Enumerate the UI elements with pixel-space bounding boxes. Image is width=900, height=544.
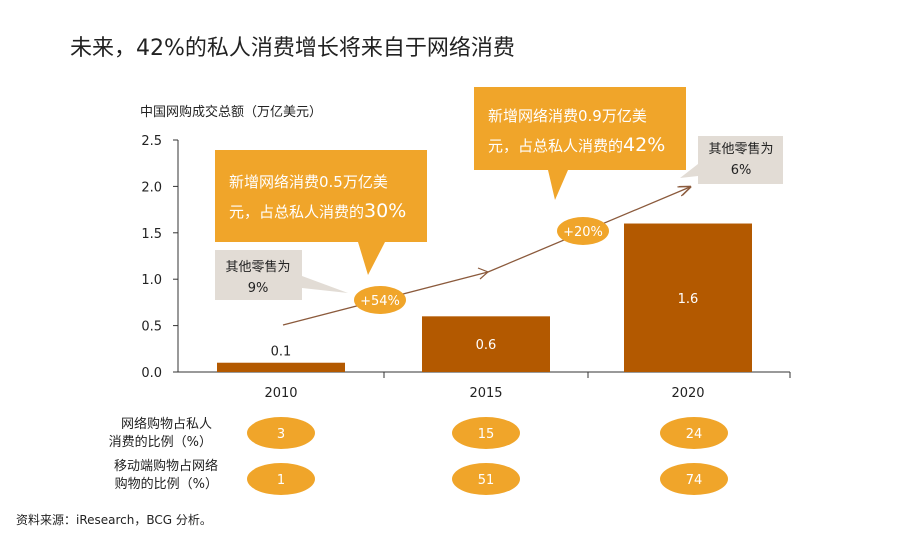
svg-text:消费的比例（%）: 消费的比例（%） <box>109 434 212 450</box>
row-value-label: 15 <box>478 427 495 442</box>
row-value-oval <box>452 463 520 495</box>
row-value-oval <box>247 417 315 449</box>
callout-other-2015: 其他零售为 9% <box>215 250 348 300</box>
x-tick-label: 2020 <box>671 386 704 401</box>
callout-online-2020-line2: 元，占总私人消费的42% <box>488 134 665 156</box>
bar-value-labels: 0.1 0.6 1.6 <box>271 292 699 360</box>
callout-online-2020-line1: 新增网络消费0.9万亿美 <box>488 107 647 125</box>
bars <box>217 223 752 372</box>
trend-arrow-mid-head <box>477 267 490 280</box>
page-title: 未来，42%的私人消费增长将来自于网络消费 <box>70 36 515 61</box>
y-tick-label: 0.5 <box>141 320 162 335</box>
svg-text:网络购物占私人: 网络购物占私人 <box>121 416 212 432</box>
y-ticks: 0.0 0.5 1.0 1.5 2.0 2.5 <box>141 134 178 381</box>
row-value-oval <box>660 417 728 449</box>
row-value-label: 74 <box>686 473 703 488</box>
y-tick-label: 0.0 <box>141 366 162 381</box>
bar-2010 <box>217 362 345 372</box>
callout-other-2015-line2: 9% <box>248 281 269 296</box>
bar-value-label: 0.1 <box>271 345 292 360</box>
growth-label-1: +54% <box>360 294 400 309</box>
y-tick-label: 2.0 <box>141 180 162 195</box>
row-label-mobile-share: 移动端购物占网络 购物的比例（%） <box>114 458 218 492</box>
y-tick-label: 2.5 <box>141 134 162 149</box>
row-value-label: 51 <box>478 473 495 488</box>
row-value-oval <box>452 417 520 449</box>
growth-label-2: +20% <box>563 225 603 240</box>
y-tick-label: 1.0 <box>141 273 162 288</box>
bar-2015 <box>422 316 550 372</box>
x-tick-label: 2010 <box>264 386 297 401</box>
row-value-label: 24 <box>686 427 703 442</box>
callout-other-2020-line2: 6% <box>731 163 752 178</box>
growth-oval-2: +20% <box>557 217 609 245</box>
callout-online-2015: 新增网络消费0.5万亿美 元，占总私人消费的30% <box>215 150 427 275</box>
callout-online-2015-line1: 新增网络消费0.5万亿美 <box>229 173 388 191</box>
callout-online-2020: 新增网络消费0.9万亿美 元，占总私人消费的42% <box>474 87 686 200</box>
row-value-ovals: 3 15 24 1 51 74 <box>247 417 728 495</box>
row-value-label: 1 <box>277 473 285 488</box>
callout-other-2015-line1: 其他零售为 <box>225 259 290 275</box>
callout-other-2020-line1: 其他零售为 <box>708 141 773 157</box>
growth-oval-1: +54% <box>354 286 406 314</box>
x-tick-label: 2015 <box>469 386 502 401</box>
svg-text:移动端购物占网络: 移动端购物占网络 <box>114 458 218 474</box>
row-value-oval <box>247 463 315 495</box>
svg-text:购物的比例（%）: 购物的比例（%） <box>115 476 218 492</box>
row-value-label: 3 <box>277 427 285 442</box>
bar-value-label: 0.6 <box>476 338 497 353</box>
x-tick-marks <box>383 372 791 378</box>
bar-value-label: 1.6 <box>678 292 699 307</box>
row-value-oval <box>660 463 728 495</box>
callout-online-2015-line2: 元，占总私人消费的30% <box>229 200 406 222</box>
row-label-online-share: 网络购物占私人 消费的比例（%） <box>109 416 212 450</box>
x-tick-labels: 2010 2015 2020 <box>264 386 704 401</box>
y-axis-label: 中国网购成交总额（万亿美元） <box>140 104 322 120</box>
callout-other-2020: 其他零售为 6% <box>680 136 783 184</box>
bar-2020 <box>624 223 752 372</box>
source-note: 资料来源：iResearch，BCG 分析。 <box>16 513 212 527</box>
y-tick-label: 1.5 <box>141 227 162 242</box>
